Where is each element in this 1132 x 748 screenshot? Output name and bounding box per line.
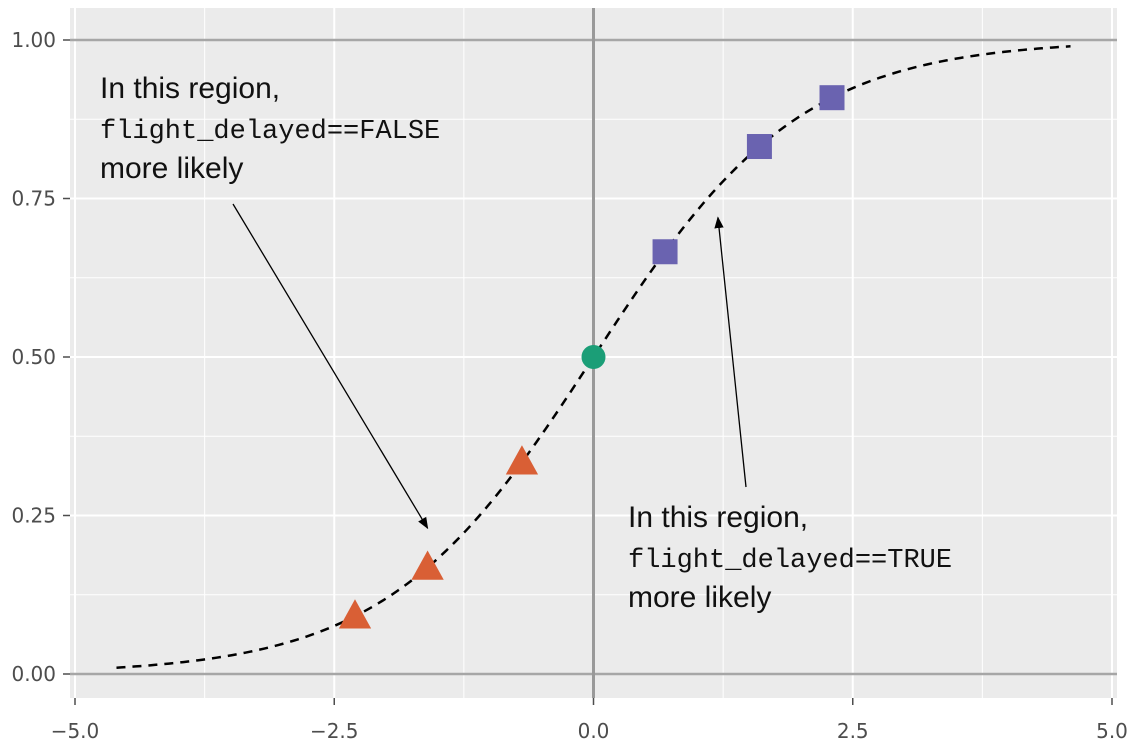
annotation-true-line-2: flight_delayed==TRUE (628, 546, 952, 576)
y-tick-label: 0.25 (11, 504, 56, 528)
annotation-arrows (232, 203, 747, 530)
point-triangle-1 (411, 550, 444, 580)
annotation-false-line-1: In this region, (100, 72, 280, 105)
annotation-arrow-1 (714, 216, 747, 488)
y-tick-label: 1.00 (11, 28, 56, 52)
point-triangle-2 (505, 445, 539, 475)
annotation-false-line-2: flight_delayed==FALSE (100, 117, 440, 147)
annotation-false-line-3: more likely (100, 152, 243, 185)
point-square-1 (746, 134, 772, 160)
point-triangle-0 (338, 599, 372, 629)
data-points (338, 85, 845, 629)
annotation-true-line-1: In this region, (628, 501, 808, 534)
x-tick-label: 0.0 (578, 719, 610, 743)
point-square-2 (819, 85, 845, 111)
annotation-false: In this region, flight_delayed==FALSE mo… (100, 72, 440, 185)
y-axis-ticks: 0.00 0.25 0.50 0.75 1.00 (11, 28, 70, 686)
x-tick-label: −2.5 (310, 719, 359, 743)
y-tick-label: 0.75 (11, 187, 56, 211)
x-axis-ticks: −5.0 −2.5 0.0 2.5 5.0 (51, 698, 1128, 743)
annotation-true: In this region, flight_delayed==TRUE mor… (628, 501, 952, 614)
annotation-arrow-0 (232, 203, 429, 530)
x-tick-label: 5.0 (1096, 719, 1128, 743)
point-circle-0 (581, 345, 606, 369)
x-tick-label: 2.5 (837, 719, 869, 743)
y-tick-label: 0.00 (11, 662, 56, 686)
point-square-0 (652, 239, 678, 265)
x-tick-label: −5.0 (51, 719, 100, 743)
y-tick-label: 0.50 (11, 345, 56, 369)
annotation-true-line-3: more likely (628, 581, 771, 614)
logistic-curve (116, 45, 1071, 669)
